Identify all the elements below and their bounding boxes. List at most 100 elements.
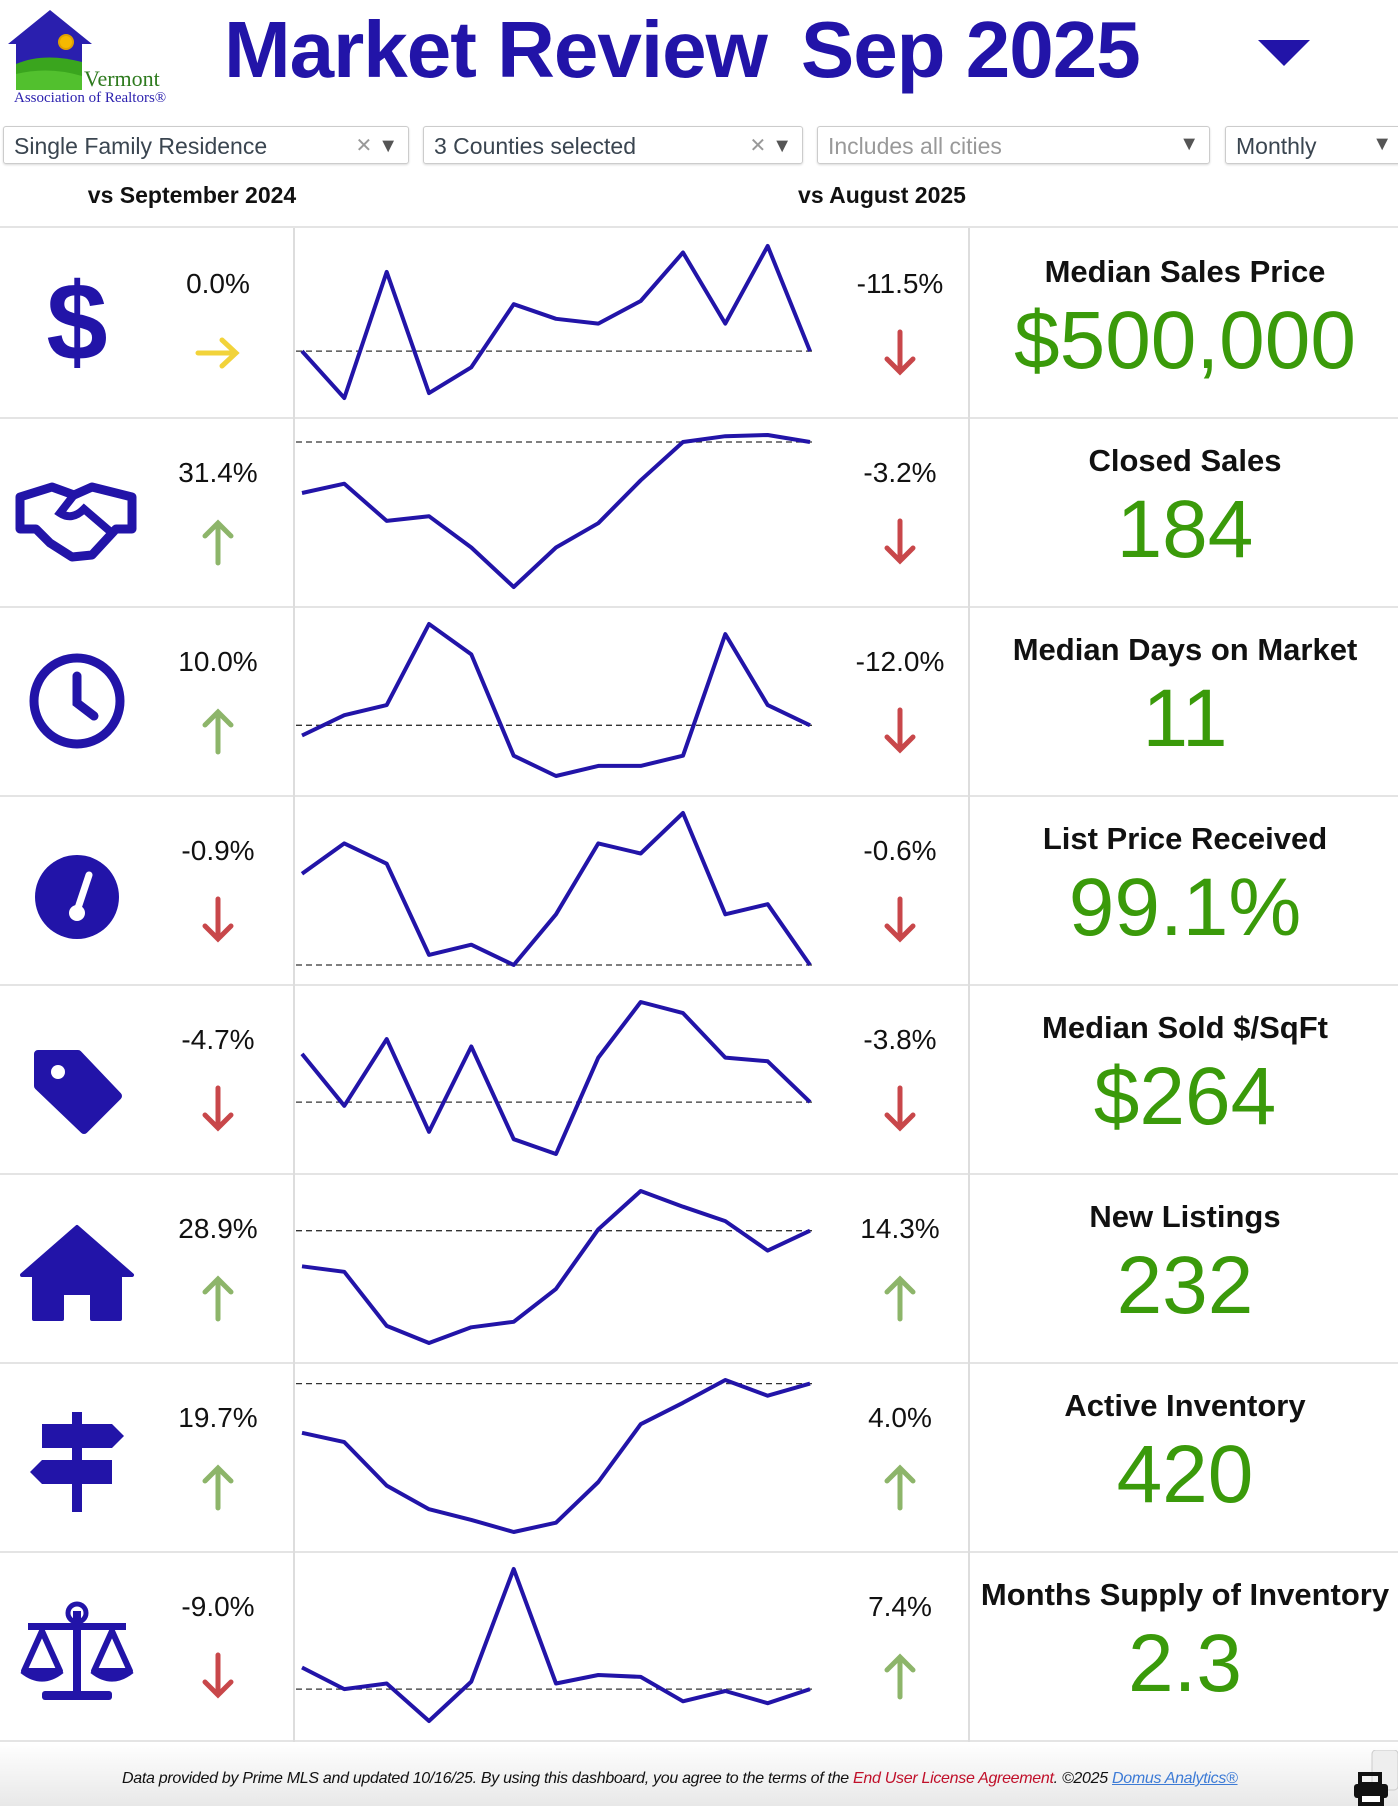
period-dropdown-caret-icon[interactable] (1258, 40, 1310, 66)
spark-point[interactable] (592, 837, 604, 849)
spark-point[interactable] (508, 1316, 520, 1328)
spark-point[interactable] (719, 908, 731, 920)
spark-point[interactable] (635, 996, 647, 1008)
spark-point[interactable] (465, 361, 477, 373)
spark-point[interactable] (550, 1678, 562, 1690)
property-type-select[interactable]: Single Family Residence ✕ ▼ (3, 126, 409, 164)
spark-point[interactable] (423, 618, 435, 630)
spark-point[interactable] (635, 848, 647, 860)
spark-point[interactable] (762, 1390, 774, 1402)
spark-point[interactable] (550, 1148, 562, 1160)
spark-point[interactable] (804, 1683, 816, 1695)
spark-point[interactable] (635, 295, 647, 307)
spark-point[interactable] (677, 750, 689, 762)
spark-point[interactable] (338, 709, 350, 721)
spark-point[interactable] (550, 1517, 562, 1529)
spark-point[interactable] (465, 542, 477, 554)
spark-point[interactable] (381, 1678, 393, 1690)
spark-point[interactable] (338, 1266, 350, 1278)
spark-point[interactable] (465, 1676, 477, 1688)
spark-point[interactable] (296, 1260, 308, 1272)
spark-point[interactable] (762, 1245, 774, 1257)
spark-point[interactable] (550, 770, 562, 782)
spark-point[interactable] (381, 699, 393, 711)
city-select[interactable]: Includes all cities ▼ (817, 126, 1210, 164)
spark-point[interactable] (719, 1215, 731, 1227)
spark-point[interactable] (423, 949, 435, 961)
spark-point[interactable] (592, 517, 604, 529)
spark-point[interactable] (762, 240, 774, 252)
spark-point[interactable] (296, 487, 308, 499)
spark-point[interactable] (296, 1427, 308, 1439)
spark-point[interactable] (635, 760, 647, 772)
spark-point[interactable] (508, 1133, 520, 1145)
spark-point[interactable] (804, 1096, 816, 1108)
spark-point[interactable] (338, 1100, 350, 1112)
spark-point[interactable] (762, 898, 774, 910)
spark-point[interactable] (550, 1283, 562, 1295)
spark-point[interactable] (635, 1185, 647, 1197)
spark-point[interactable] (592, 1476, 604, 1488)
spark-point[interactable] (635, 474, 647, 486)
spark-point[interactable] (381, 1480, 393, 1492)
print-icon[interactable] (1350, 1749, 1398, 1806)
spark-point[interactable] (508, 1563, 520, 1575)
spark-point[interactable] (338, 1436, 350, 1448)
spark-point[interactable] (550, 542, 562, 554)
spark-point[interactable] (423, 510, 435, 522)
spark-point[interactable] (677, 1397, 689, 1409)
spark-point[interactable] (465, 939, 477, 951)
spark-point[interactable] (804, 1225, 816, 1237)
spark-point[interactable] (635, 1671, 647, 1683)
spark-point[interactable] (296, 730, 308, 742)
spark-point[interactable] (381, 1033, 393, 1045)
spark-point[interactable] (677, 807, 689, 819)
spark-point[interactable] (508, 1526, 520, 1538)
spark-point[interactable] (465, 1514, 477, 1526)
spark-point[interactable] (762, 1697, 774, 1709)
spark-point[interactable] (296, 868, 308, 880)
spark-point[interactable] (508, 298, 520, 310)
spark-point[interactable] (338, 478, 350, 490)
spark-point[interactable] (719, 318, 731, 330)
spark-point[interactable] (592, 1052, 604, 1064)
spark-point[interactable] (804, 1378, 816, 1390)
spark-point[interactable] (677, 247, 689, 259)
spark-point[interactable] (804, 719, 816, 731)
spark-point[interactable] (465, 648, 477, 660)
county-select[interactable]: 3 Counties selected ✕ ▼ (423, 126, 803, 164)
clear-icon[interactable]: ✕ (355, 135, 373, 157)
clear-icon[interactable]: ✕ (749, 135, 767, 157)
spark-point[interactable] (677, 1201, 689, 1213)
spark-point[interactable] (804, 436, 816, 448)
spark-point[interactable] (423, 1337, 435, 1349)
spark-point[interactable] (465, 1041, 477, 1053)
spark-point[interactable] (381, 1320, 393, 1332)
spark-point[interactable] (550, 908, 562, 920)
spark-point[interactable] (719, 1685, 731, 1697)
spark-point[interactable] (635, 1418, 647, 1430)
spark-point[interactable] (423, 1715, 435, 1727)
spark-point[interactable] (296, 345, 308, 357)
spark-point[interactable] (423, 1503, 435, 1515)
spark-point[interactable] (677, 1007, 689, 1019)
spark-point[interactable] (508, 750, 520, 762)
spark-point[interactable] (719, 1052, 731, 1064)
spark-point[interactable] (719, 430, 731, 442)
spark-point[interactable] (508, 959, 520, 971)
spark-point[interactable] (296, 1662, 308, 1674)
interval-select[interactable]: Monthly ▼ (1225, 126, 1398, 164)
eula-link[interactable]: End User License Agreement (853, 1770, 1054, 1787)
spark-point[interactable] (338, 1683, 350, 1695)
spark-point[interactable] (719, 1374, 731, 1386)
spark-point[interactable] (423, 387, 435, 399)
spark-point[interactable] (592, 1669, 604, 1681)
domus-link[interactable]: Domus Analytics® (1111, 1770, 1238, 1787)
spark-point[interactable] (592, 1223, 604, 1235)
spark-point[interactable] (338, 392, 350, 404)
spark-point[interactable] (381, 266, 393, 278)
spark-point[interactable] (381, 858, 393, 870)
spark-point[interactable] (508, 581, 520, 593)
spark-point[interactable] (381, 515, 393, 527)
spark-point[interactable] (762, 699, 774, 711)
